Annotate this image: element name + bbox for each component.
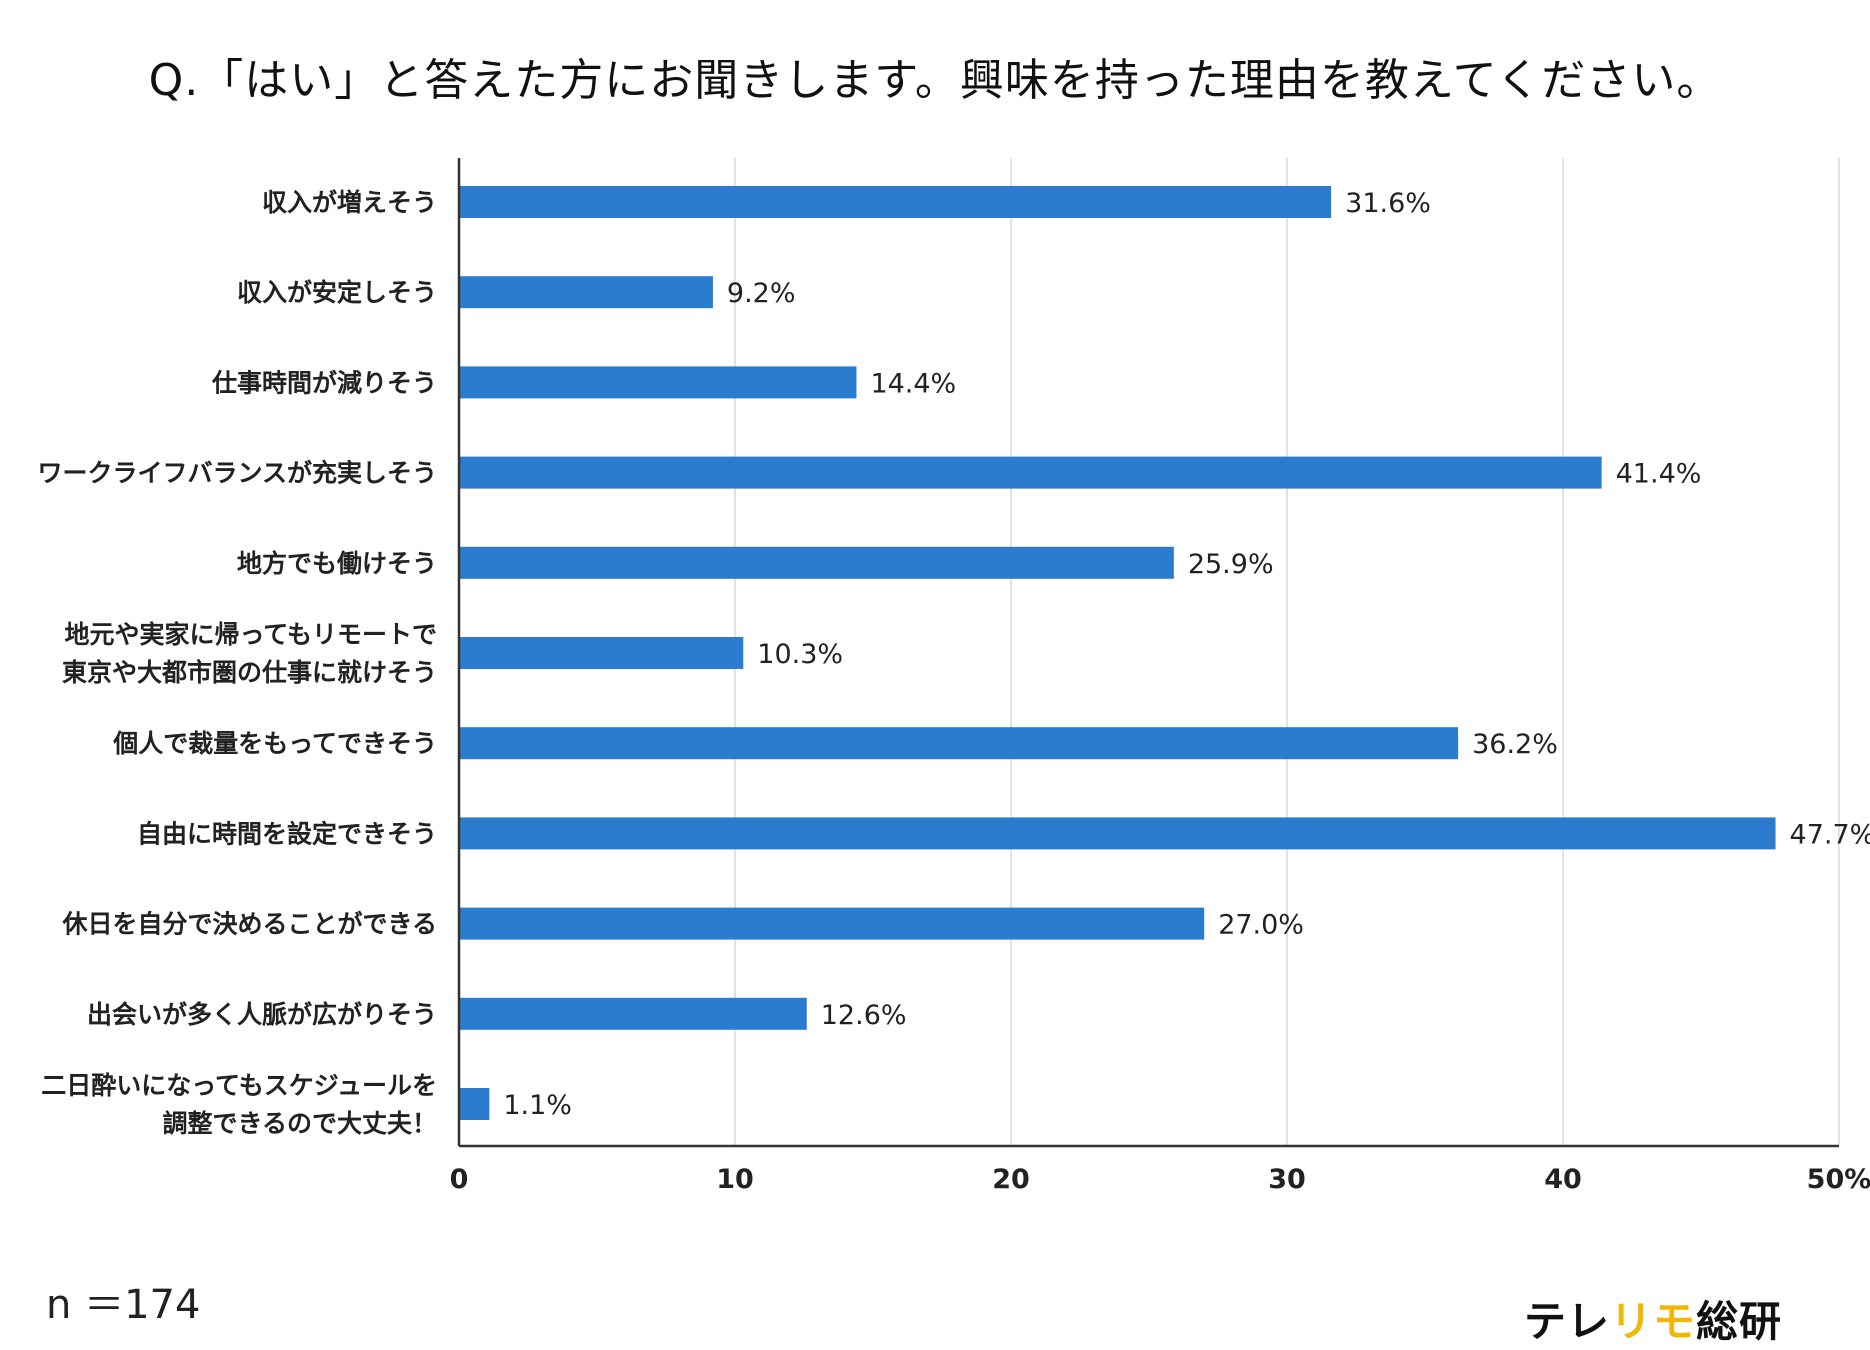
data-label: 14.4% [870,368,956,399]
category-label: 地元や実家に帰ってもリモートで [64,620,437,649]
brand-logo: テレリモ総研 [1524,1288,1782,1349]
bar [459,637,744,669]
category-label: 休日を自分で決めることができる [61,910,437,939]
bar [459,456,1602,489]
category-label: 個人で裁量をもってできそう [112,729,437,758]
category-label: 自由に時間を設定できそう [137,819,437,848]
data-label: 12.6% [821,1000,907,1031]
category-label: ワークライフバランスが充実しそう [37,459,437,488]
category-label: 二日酔いになってもスケジュールを [41,1071,437,1100]
category-label: 出会いが多く人脈が広がりそう [87,1000,437,1029]
brand-accent: リモ [1610,1297,1697,1346]
category-label: 収入が安定しそう [237,278,437,307]
sample-size-note: n ＝174 [46,1282,201,1328]
x-tick-label: 20 [992,1164,1030,1195]
grid-lines [734,158,1840,1146]
category-label: 調整できるので大丈夫！ [162,1109,437,1138]
bar [459,186,1332,218]
data-label: 41.4% [1616,459,1702,490]
x-tick-label: 50% [1807,1164,1870,1195]
category-label: 仕事時間が減りそう [211,368,437,397]
data-label: 1.1% [503,1090,572,1121]
data-label: 31.6% [1345,188,1431,219]
data-label: 25.9% [1188,549,1274,580]
data-label: 10.3% [757,639,843,670]
data-label: 36.2% [1472,729,1558,760]
x-tick-label: 10 [716,1164,754,1195]
bar [459,366,857,399]
value-labels: 31.6% 9.2% 14.4% 41.4% 25.9% 10.3% 36.2% 47.7% 2… [503,188,1870,1121]
bars [459,186,1776,1120]
category-label: 収入が増えそう [262,188,437,217]
category-labels: 収入が増えそう収入が安定しそう仕事時間が減りそうワークライフバランスが充実しそう… [37,188,437,1138]
bar [459,546,1174,579]
tick-labels: 0 10 20 30 40 50% [450,1164,1870,1195]
data-label: 9.2% [727,278,796,309]
data-label: 47.7% [1790,819,1870,850]
axes [457,158,1839,1148]
x-tick-label: 40 [1544,1164,1582,1195]
category-label: 東京や大都市圏の仕事に就けそう [62,658,437,687]
brand-suffix: 総研 [1696,1297,1783,1346]
brand-prefix: テレ [1524,1297,1611,1346]
bar [459,1088,490,1120]
x-tick-label: 30 [1268,1164,1306,1195]
x-tick-label: 0 [450,1164,469,1195]
bar [459,727,1459,760]
data-label: 27.0% [1218,910,1304,941]
bar [459,817,1776,850]
category-label: 地方でも働けそう [237,549,437,578]
bar [459,997,807,1030]
chart-title: Q.「はい」と答えた方にお聞きします。興味を持った理由を教えてください。 [148,55,1722,106]
bar-chart: 収入が増えそう収入が安定しそう仕事時間が減りそうワークライフバランスが充実しそう… [37,158,1870,1195]
bar [459,907,1205,940]
bar [459,276,713,309]
